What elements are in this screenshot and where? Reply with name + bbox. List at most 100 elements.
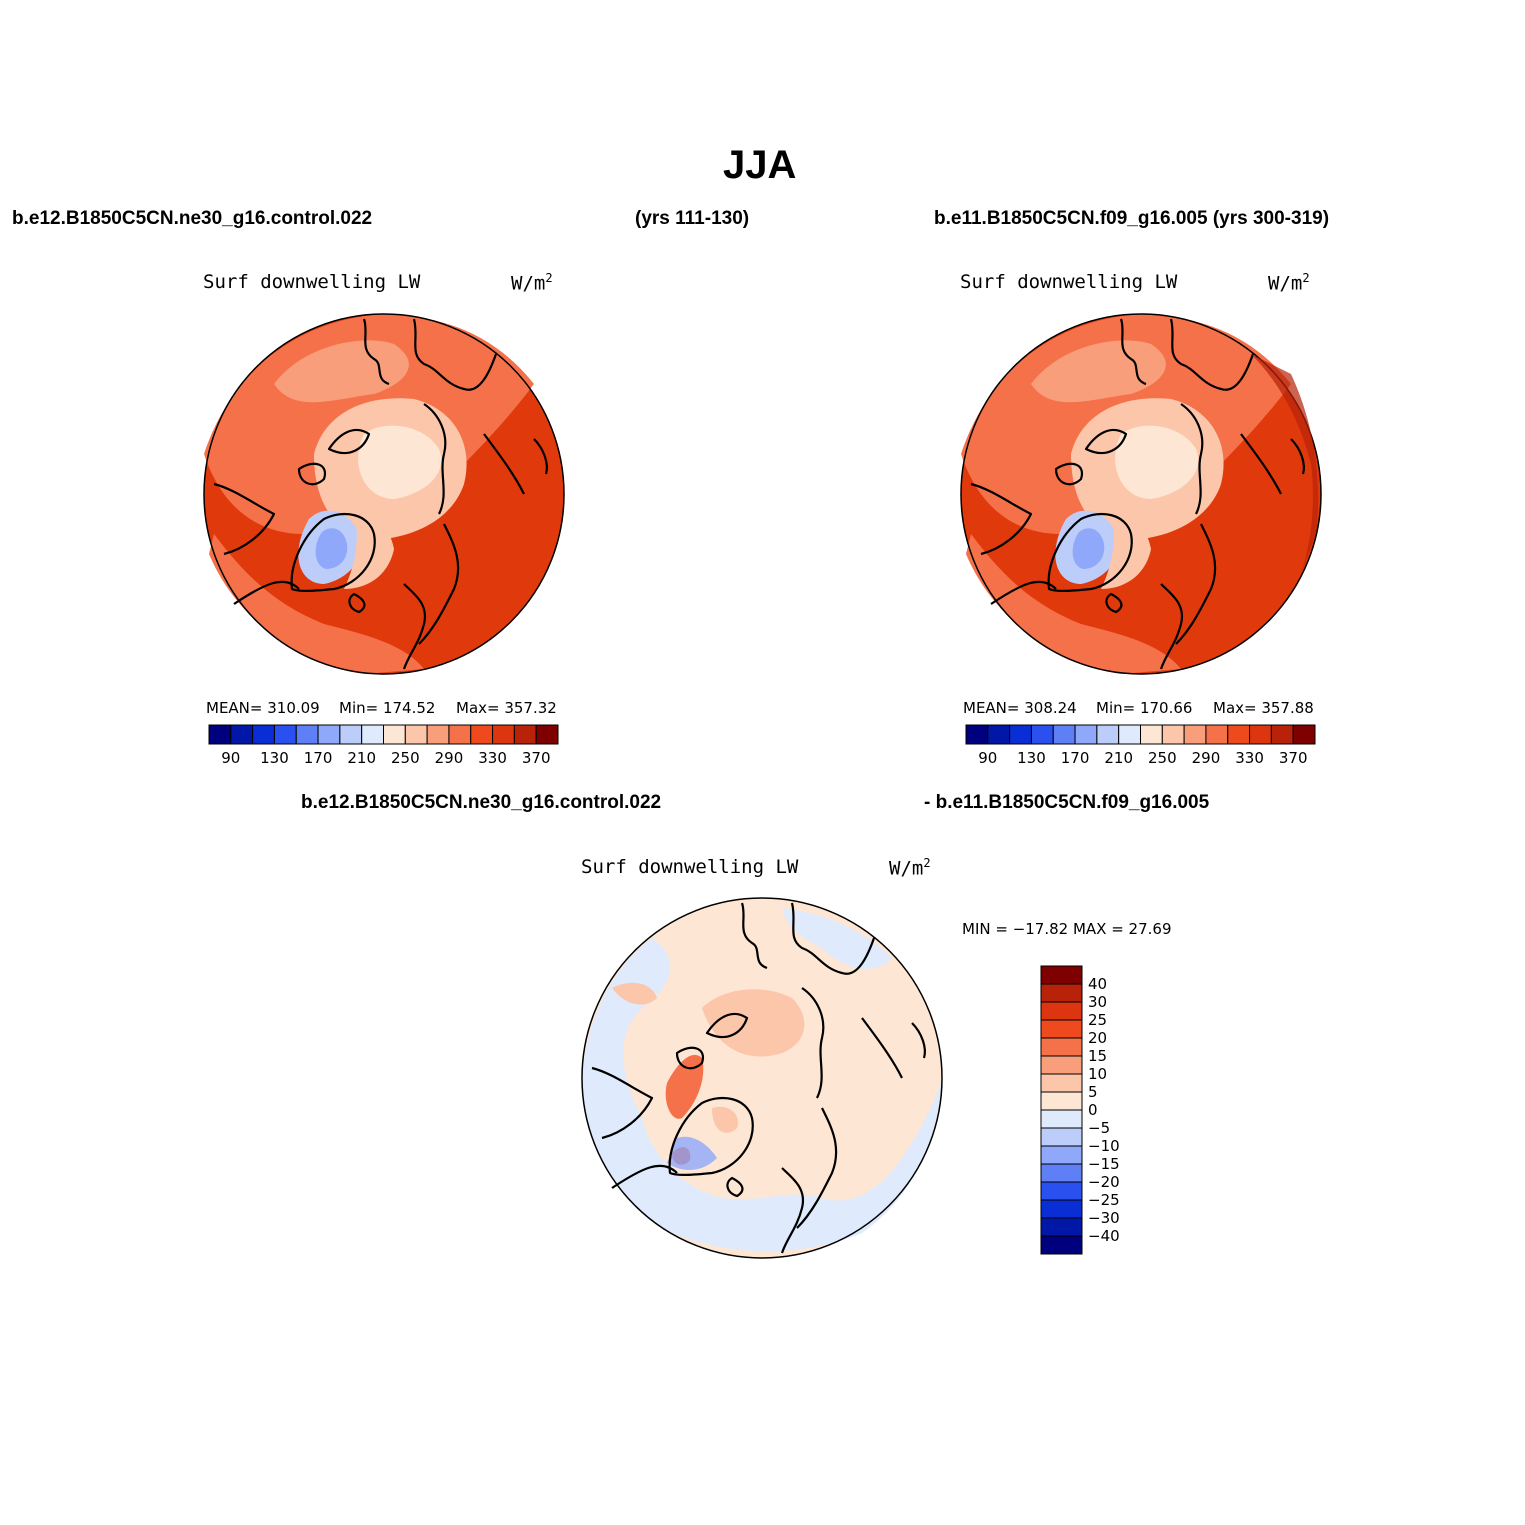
- colorbar-a-swatch: [426, 724, 450, 745]
- colorbar-diff-tick-label: −5: [1088, 1119, 1111, 1137]
- panel-diff-minmax: MIN = −17.82 MAX = 27.69: [962, 920, 1172, 938]
- colorbar-a-tick-label: 130: [260, 749, 289, 767]
- colorbar-a-tick-label: 250: [390, 749, 420, 767]
- colorbar-difference: [1040, 965, 1083, 1255]
- panel-diff-units-sup: 2: [923, 856, 931, 870]
- map-panel-b: [959, 312, 1323, 676]
- colorbar-diff-tick-label: 20: [1088, 1029, 1108, 1047]
- colorbar-diff-tick-label: −30: [1088, 1209, 1120, 1227]
- panel-b-max: Max= 357.88: [1213, 699, 1314, 717]
- colorbar-b-tick-label: 250: [1147, 749, 1177, 767]
- colorbar-diff-tick-label: 0: [1088, 1101, 1098, 1119]
- panel-diff-variable: Surf downwelling LW: [581, 856, 799, 878]
- colorbar-b-swatch: [1292, 724, 1316, 745]
- case-a-years: (yrs 111-130): [635, 208, 750, 229]
- colorbar-a-swatch: [339, 724, 363, 745]
- colorbar-b-swatch: [1183, 724, 1207, 745]
- colorbar-b-tick-label: 90: [978, 749, 998, 767]
- colorbar-a-swatch: [404, 724, 428, 745]
- colorbar-diff-tick-label: −40: [1088, 1227, 1120, 1245]
- colorbar-diff-swatch: [1040, 1217, 1083, 1237]
- colorbar-diff-swatch: [1040, 1001, 1083, 1021]
- panel-a-units: W/m2: [511, 271, 553, 294]
- colorbar-b-swatch: [1161, 724, 1185, 745]
- case-b-name: b.e11.B1850C5CN.f09_g16.005 (yrs 300-319…: [934, 208, 1330, 229]
- map-panel-difference: [581, 897, 943, 1259]
- colorbar-diff-swatch: [1040, 1037, 1083, 1057]
- colorbar-a-tick-label: 210: [347, 749, 376, 767]
- colorbar-diff-swatch: [1040, 1055, 1083, 1075]
- colorbar-diff-swatch: [1040, 1109, 1083, 1129]
- colorbar-b-swatch: [1227, 724, 1251, 745]
- colorbar-diff-swatch: [1040, 1127, 1083, 1147]
- panel-diff-units: W/m2: [889, 856, 931, 879]
- panel-b-min: Min= 170.66: [1096, 699, 1193, 717]
- colorbar-a-swatch: [513, 724, 537, 745]
- diff-title-left: b.e12.B1850C5CN.ne30_g16.control.022: [301, 792, 662, 813]
- colorbar-diff-tick-label: 10: [1088, 1065, 1108, 1083]
- colorbar-a-swatch: [317, 724, 341, 745]
- colorbar-a-swatch: [230, 724, 254, 745]
- colorbar-diff-swatch: [1040, 1019, 1083, 1039]
- map-panel-a: [202, 312, 566, 676]
- panel-a-mean: MEAN= 310.09: [206, 699, 320, 717]
- colorbar-diff-swatch: [1040, 1199, 1083, 1219]
- colorbar-diff-swatch: [1040, 1145, 1083, 1165]
- colorbar-a-tick-label: 290: [434, 749, 464, 767]
- colorbar-b-tick-label: 370: [1278, 749, 1308, 767]
- colorbar-b-tick-label: 290: [1191, 749, 1221, 767]
- colorbar-b-swatch: [1096, 724, 1120, 745]
- colorbar-diff-tick-label: −10: [1088, 1137, 1120, 1155]
- panel-b-units-sup: 2: [1302, 271, 1310, 285]
- panel-diff-units-base: W/m: [889, 857, 924, 880]
- colorbar-a-swatch: [295, 724, 319, 745]
- panel-a-variable: Surf downwelling LW: [203, 271, 421, 293]
- panel-b-mean: MEAN= 308.24: [963, 699, 1077, 717]
- colorbar-diff-tick-label: −15: [1088, 1155, 1120, 1173]
- colorbar-b-swatch: [987, 724, 1011, 745]
- colorbar-b-swatch: [1009, 724, 1032, 745]
- colorbar-diff-tick-label: −25: [1088, 1191, 1120, 1209]
- colorbar-a-tick-label: 170: [303, 749, 333, 767]
- colorbar-b-tick-label: 130: [1017, 749, 1046, 767]
- case-a-name: b.e12.B1850C5CN.ne30_g16.control.022: [12, 208, 373, 229]
- colorbar-a-swatch: [252, 724, 275, 745]
- colorbar-a-swatch: [383, 724, 406, 745]
- colorbar-a-swatch: [470, 724, 494, 745]
- panel-a-min: Min= 174.52: [339, 699, 436, 717]
- colorbar-diff-tick-label: 15: [1088, 1047, 1108, 1065]
- panel-b-units: W/m2: [1268, 271, 1310, 294]
- diff-title-right: - b.e11.B1850C5CN.f09_g16.005: [924, 792, 1210, 813]
- colorbar-a-tick-label: 90: [221, 749, 241, 767]
- colorbar-diff-tick-label: 5: [1088, 1083, 1098, 1101]
- colorbar-a-swatch: [361, 724, 384, 745]
- colorbar-panel-a: [208, 724, 559, 745]
- panel-a-units-base: W/m: [511, 272, 546, 295]
- colorbar-b-tick-label: 170: [1060, 749, 1090, 767]
- colorbar-b-swatch: [1118, 724, 1141, 745]
- colorbar-b-swatch: [1074, 724, 1098, 745]
- panel-a-max: Max= 357.32: [456, 699, 557, 717]
- colorbar-b-swatch: [965, 724, 989, 745]
- colorbar-diff-swatch: [1040, 1073, 1083, 1093]
- colorbar-diff-tick-label: 40: [1088, 975, 1108, 993]
- colorbar-diff-swatch: [1040, 1163, 1083, 1183]
- colorbar-a-tick-label: 370: [521, 749, 551, 767]
- colorbar-a-tick-label: 330: [478, 749, 507, 767]
- colorbar-b-swatch: [1205, 724, 1229, 745]
- colorbar-b-swatch: [1140, 724, 1163, 745]
- colorbar-diff-swatch: [1040, 1181, 1083, 1201]
- colorbar-b-swatch: [1270, 724, 1294, 745]
- colorbar-b-swatch: [1030, 724, 1054, 745]
- colorbar-diff-tick-label: 25: [1088, 1011, 1108, 1029]
- colorbar-b-tick-label: 210: [1104, 749, 1133, 767]
- colorbar-b-swatch: [1052, 724, 1076, 745]
- colorbar-a-swatch: [208, 724, 232, 745]
- colorbar-diff-tick-label: −20: [1088, 1173, 1120, 1191]
- colorbar-a-swatch: [535, 724, 559, 745]
- colorbar-diff-swatch: [1040, 983, 1083, 1003]
- colorbar-a-swatch: [492, 724, 515, 745]
- figure-title: JJA: [723, 143, 797, 187]
- colorbar-a-swatch: [448, 724, 472, 745]
